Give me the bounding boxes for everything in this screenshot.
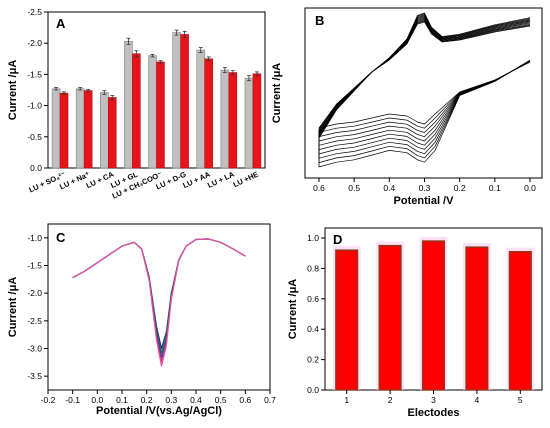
y-tick-label-c: -2.0: [27, 288, 42, 298]
cv-cycle-line: [318, 12, 531, 168]
panel-b: 0.6 0.5 0.4 0.3 0.2 0.1 0.0 Current /μA Potentia…: [271, 7, 543, 207]
y-axis-label-d: Current /μA: [287, 279, 299, 340]
plot-frame-b: [304, 7, 543, 179]
bar-a: [83, 90, 93, 169]
cv-cycle-line: [318, 14, 531, 159]
dpv-curve: [72, 238, 246, 367]
bar-a: [124, 41, 133, 169]
cv-cycle-line: [318, 21, 531, 129]
bar-d: [421, 240, 446, 391]
bar-a: [100, 92, 109, 169]
y-tick-label-a: -0.5: [27, 132, 42, 142]
y-tick-label-c: -1.0: [27, 233, 42, 243]
panel-label-d: D: [333, 232, 342, 247]
y-tick-label-d: 0.4: [307, 324, 319, 334]
y-tick-label-a: -1.5: [27, 69, 42, 79]
x-tick-label-c: 0.1: [116, 395, 128, 405]
bar-a: [51, 88, 61, 169]
bar-d: [335, 249, 359, 391]
x-axis-label-b: Potential /V: [394, 195, 455, 207]
x-axis-label-d: Electodes: [408, 407, 460, 419]
cv-cycle-line: [318, 18, 531, 142]
bar-a: [244, 77, 254, 169]
x-tick-label-b: 0.2: [454, 183, 466, 193]
bar-a: [132, 53, 141, 169]
x-tick-label-c: 0.6: [239, 395, 251, 405]
x-tick-label-c: 0.0: [91, 395, 103, 405]
bar-a: [148, 55, 157, 169]
bar-a: [59, 92, 69, 169]
y-tick-label-c: -1.5: [27, 261, 42, 271]
x-tick-label-b: 0.4: [383, 183, 395, 193]
x-tick-label-c: 0.3: [165, 395, 177, 405]
cv-cycle-line: [318, 13, 531, 163]
y-tick-label-d: 1.0: [307, 233, 319, 243]
bar-a: [107, 97, 117, 169]
y-tick-label-c: -2.5: [27, 316, 42, 326]
bar-a: [172, 32, 181, 169]
bar-a: [156, 61, 165, 169]
plot-frame-c: [47, 223, 271, 391]
x-category-label-d: 5: [518, 395, 523, 405]
bar-d: [378, 244, 402, 391]
x-category-label-a: LU +HE: [232, 170, 260, 190]
x-tick-label-c: 0.5: [215, 395, 227, 405]
x-tick-label-c: 0.4: [190, 395, 202, 405]
dpv-curve: [72, 238, 246, 350]
cv-cycle-line: [318, 15, 531, 155]
bar-a: [196, 49, 206, 169]
bar-a: [252, 73, 262, 169]
x-category-label-d: 3: [431, 395, 436, 405]
cv-cycle-line: [318, 19, 531, 137]
y-tick-label-c: -3.0: [27, 344, 42, 354]
x-category-label-d: 1: [344, 395, 349, 405]
bar-a: [204, 58, 213, 169]
y-tick-label-d: 0.8: [307, 263, 319, 273]
x-category-label-a: LU + LA: [206, 169, 236, 189]
y-tick-label-a: -2.0: [27, 38, 42, 48]
x-tick-label-c: -0.2: [41, 395, 56, 405]
x-tick-label-b: 0.5: [348, 183, 360, 193]
cv-cycle-line: [318, 16, 531, 150]
x-category-label-d: 4: [475, 395, 480, 405]
x-category-label-d: 2: [388, 395, 393, 405]
cv-cycle-line: [318, 20, 531, 133]
x-tick-label-b: 0.6: [313, 183, 325, 193]
bar-a: [220, 69, 230, 169]
x-tick-label-b: 0.3: [419, 183, 431, 193]
cv-cycle-line: [318, 17, 531, 146]
bar-a: [180, 34, 189, 169]
panel-a: 0.0-0.5-1.0-1.5-2.0-2.5LU + SO₄²⁻LU + Na…: [7, 7, 266, 201]
bar-d: [465, 246, 489, 391]
bar-a: [75, 88, 85, 169]
y-tick-label-c: -3.5: [27, 371, 42, 381]
bar-d: [508, 250, 532, 391]
y-tick-label-a: 0.0: [30, 163, 42, 173]
panel-label-c: C: [56, 230, 66, 245]
x-tick-label-c: 0.7: [264, 395, 276, 405]
y-axis-label-c: Current /μA: [7, 277, 19, 338]
y-tick-label-a: -2.5: [27, 7, 42, 17]
y-tick-label-d: 0.0: [307, 385, 319, 395]
y-axis-label-a: Current /μA: [7, 60, 19, 121]
x-axis-label-c: Potential /V(vs.Ag/AgCl): [96, 405, 222, 417]
y-tick-label-a: -1.0: [27, 101, 42, 111]
x-tick-label-b: 0.0: [524, 183, 536, 193]
x-tick-label-c: -0.1: [65, 395, 80, 405]
x-tick-label-c: 0.2: [141, 395, 153, 405]
panel-label-b: B: [315, 13, 324, 28]
y-axis-label-b: Current /μA: [271, 63, 283, 124]
panel-label-a: A: [56, 16, 66, 31]
x-tick-label-b: 0.1: [489, 183, 501, 193]
y-tick-label-d: 0.2: [307, 355, 319, 365]
y-tick-label-d: 0.6: [307, 294, 319, 304]
panel-d: 0.0 0.2 0.4 0.6 0.8 1.0 1 2 3 4 5 Current /μA Electo…: [287, 227, 543, 419]
bar-a: [228, 72, 238, 169]
panel-c: -0.2 -0.1 0.0 0.1 0.2 0.3 0.4 0.5 0.6 0.7 -1.0 -1.5…: [7, 223, 276, 417]
